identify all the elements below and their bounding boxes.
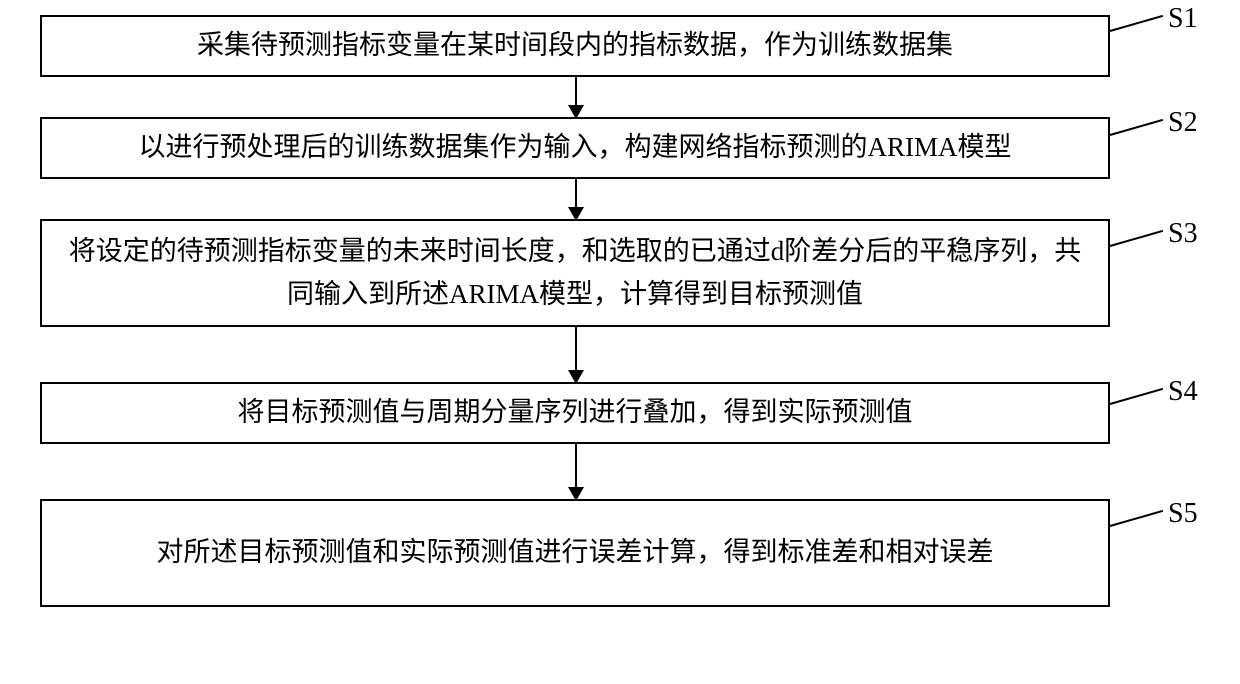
leader-line-s4 <box>1110 388 1163 405</box>
step-text-s4: 将目标预测值与周期分量序列进行叠加，得到实际预测值 <box>220 379 931 446</box>
leader-line-s1 <box>1110 15 1163 32</box>
step-text-s2: 以进行预处理后的训练数据集作为输入，构建网络指标预测的ARIMA模型 <box>120 114 1029 181</box>
step-box-s1: 采集待预测指标变量在某时间段内的指标数据，作为训练数据集 <box>40 15 1110 77</box>
step-box-s4: 将目标预测值与周期分量序列进行叠加，得到实际预测值 <box>40 382 1110 444</box>
step-label-s4: S4 <box>1168 376 1198 408</box>
step-text-s5: 对所述目标预测值和实际预测值进行误差计算，得到标准差和相对误差 <box>139 519 1012 586</box>
step-box-s3: 将设定的待预测指标变量的未来时间长度，和选取的已通过d阶差分后的平稳序列，共同输… <box>40 219 1110 327</box>
arrow-1 <box>575 77 577 117</box>
step-label-s3: S3 <box>1168 218 1198 250</box>
leader-line-s2 <box>1110 119 1163 136</box>
flowchart-container: 采集待预测指标变量在某时间段内的指标数据，作为训练数据集 S1 以进行预处理后的… <box>40 15 1200 607</box>
leader-line-s5 <box>1110 510 1163 527</box>
step-label-s1: S1 <box>1168 3 1198 35</box>
arrow-4 <box>575 444 577 499</box>
leader-line-s3 <box>1110 230 1163 247</box>
step-box-s5: 对所述目标预测值和实际预测值进行误差计算，得到标准差和相对误差 <box>40 499 1110 607</box>
step-text-s3: 将设定的待预测指标变量的未来时间长度，和选取的已通过d阶差分后的平稳序列，共同输… <box>42 218 1108 328</box>
arrow-3 <box>575 327 577 382</box>
step-box-s2: 以进行预处理后的训练数据集作为输入，构建网络指标预测的ARIMA模型 <box>40 117 1110 179</box>
step-text-s1: 采集待预测指标变量在某时间段内的指标数据，作为训练数据集 <box>179 12 971 79</box>
step-label-s2: S2 <box>1168 107 1198 139</box>
arrow-2 <box>575 179 577 219</box>
step-label-s5: S5 <box>1168 498 1198 530</box>
